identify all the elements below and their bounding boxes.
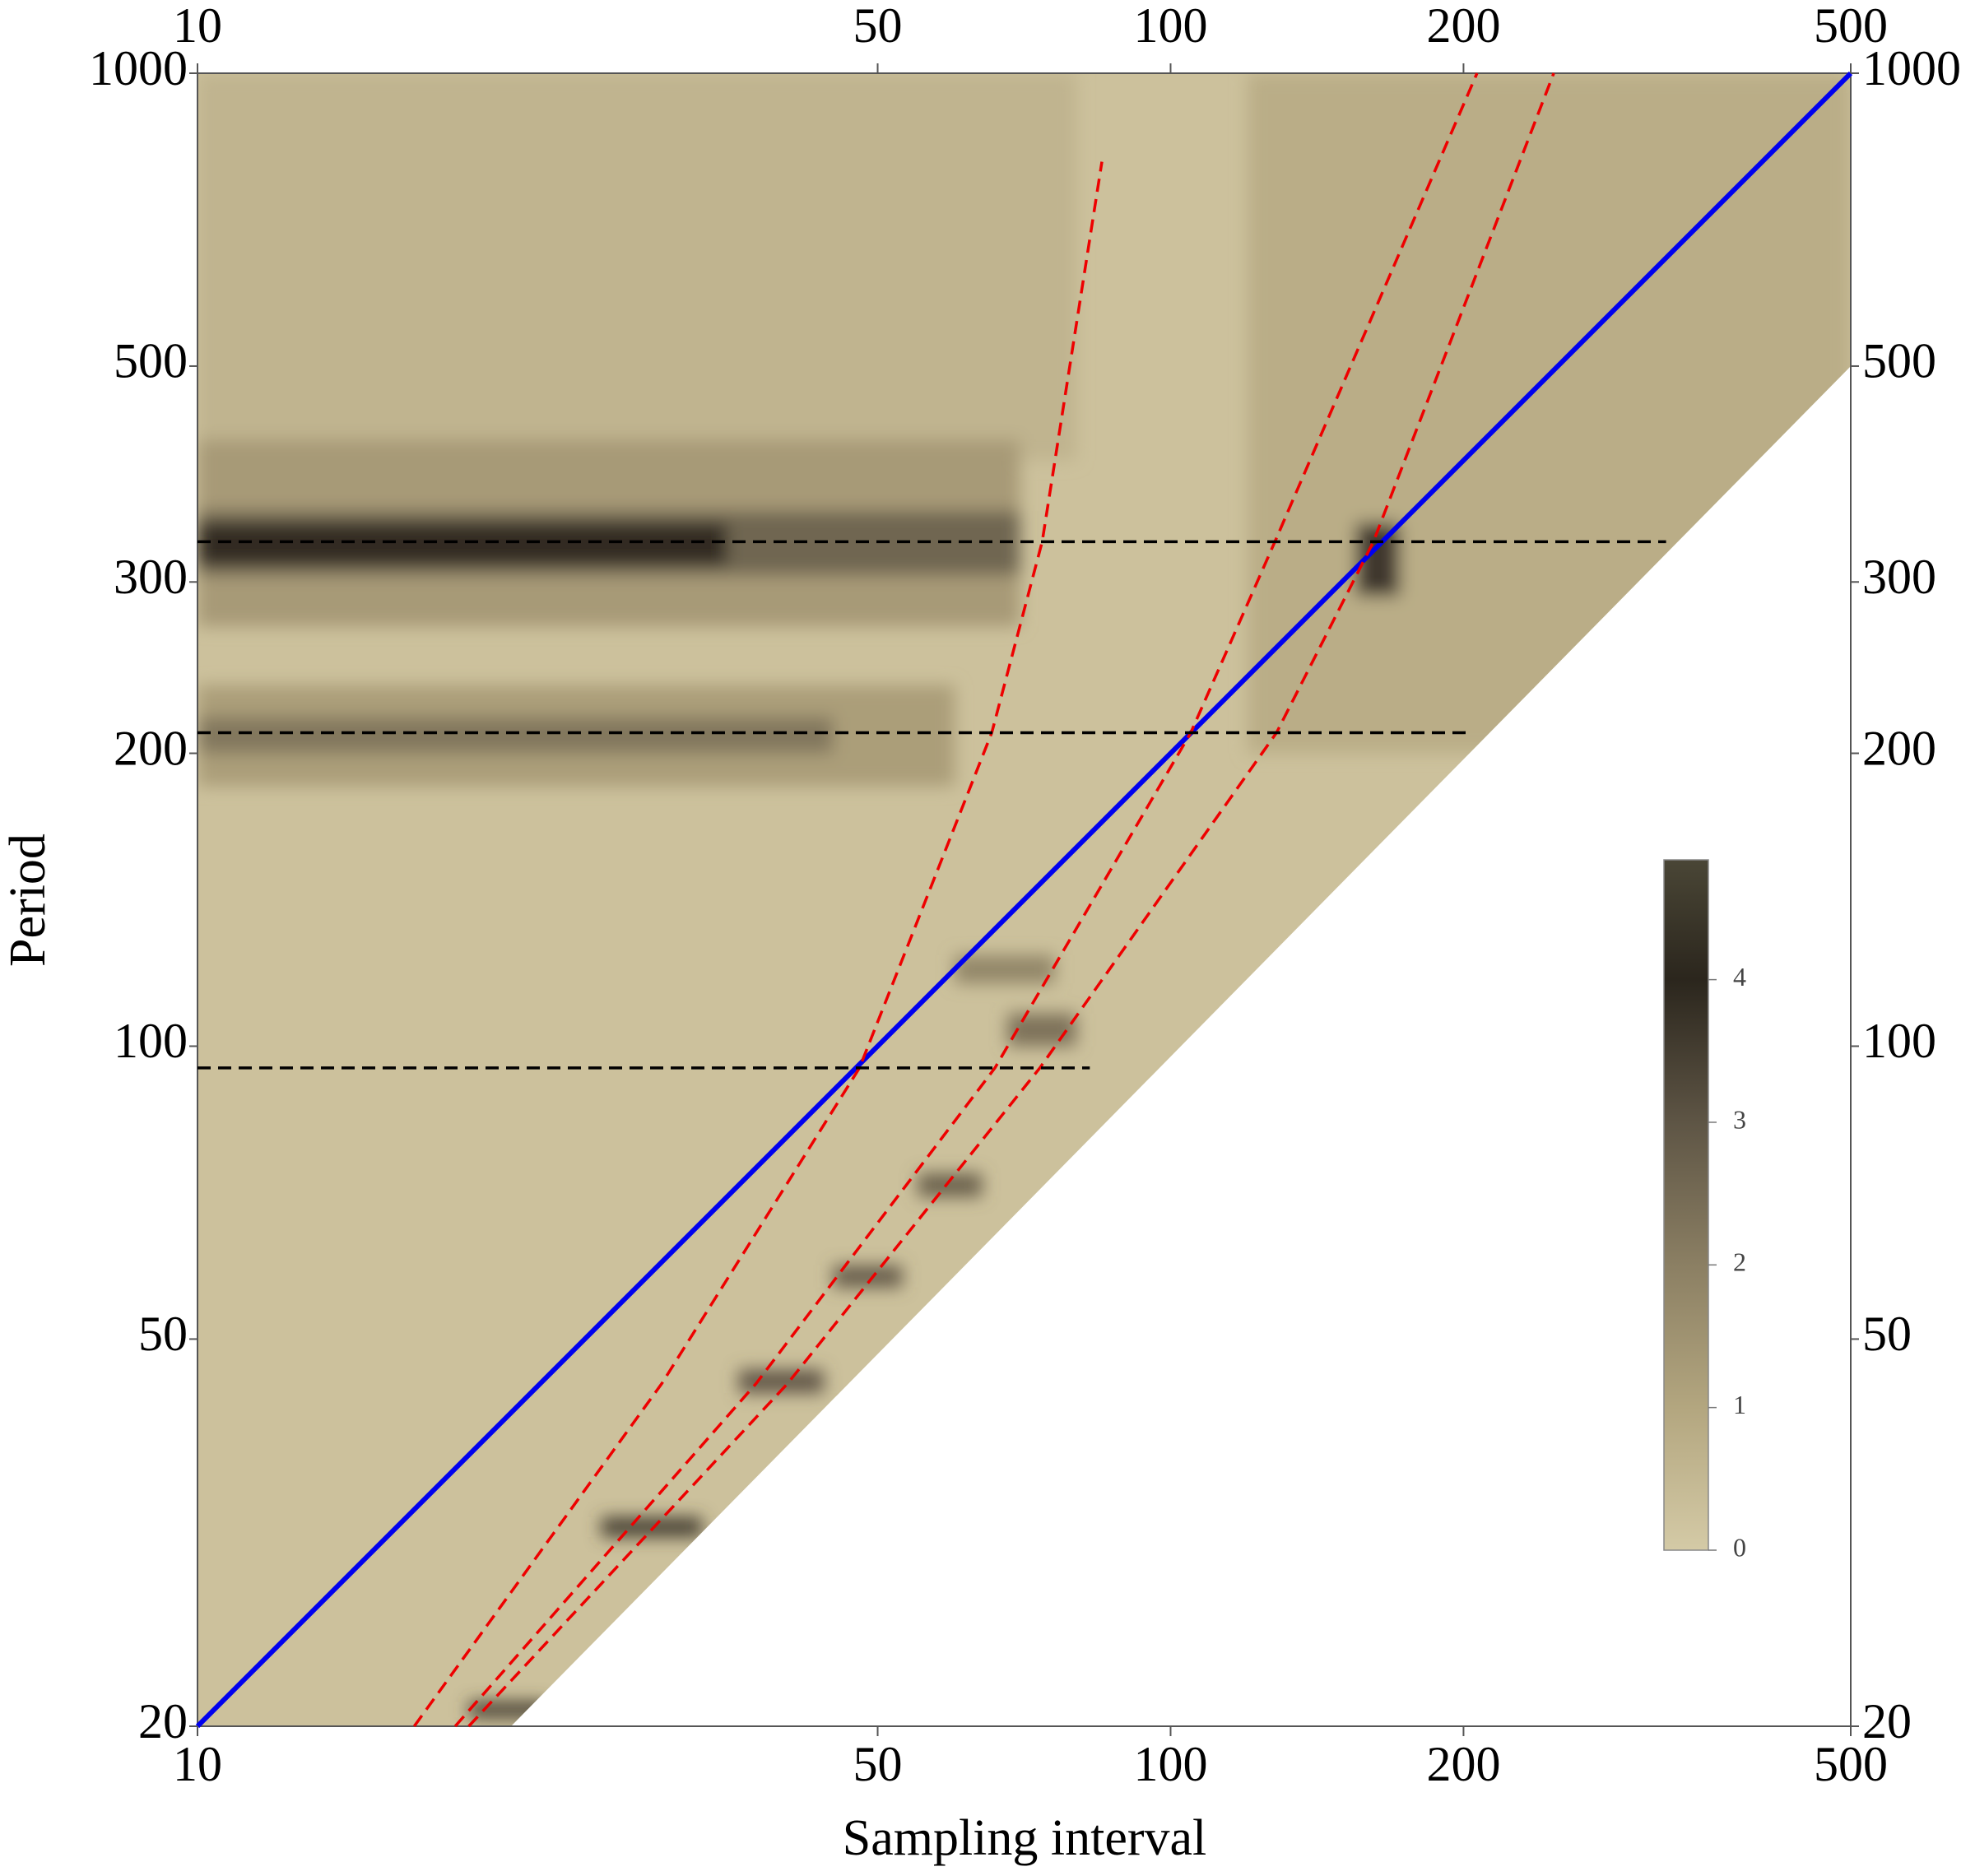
plot-frame (197, 72, 1852, 1727)
y-tick-label-right: 50 (1862, 1307, 1912, 1361)
y-tick-label-right: 1000 (1862, 41, 1961, 95)
dashed-line (412, 161, 1104, 1728)
dashed-line (467, 72, 1555, 1728)
y-tick-label-right: 300 (1862, 550, 1936, 604)
colorbar-tick-label: 1 (1733, 1390, 1746, 1419)
y-tick-label: 1000 (89, 41, 188, 95)
colorbar-tick-label: 3 (1733, 1104, 1746, 1134)
dashed-line (453, 72, 1479, 1728)
heatmap-cell (955, 955, 1055, 984)
heatmap-cell (833, 1265, 903, 1288)
heatmap-cell (198, 717, 834, 754)
y-tick-label-right: 500 (1862, 334, 1936, 388)
y-tick-label: 300 (114, 550, 188, 604)
x-axis-title: Sampling interval (843, 1810, 1207, 1866)
heatmap-cell (468, 1702, 550, 1718)
heatmap-cell (198, 73, 1076, 461)
line (195, 71, 1853, 1729)
colorbar-tick-label: 0 (1733, 1532, 1746, 1562)
y-tick-label: 100 (114, 1014, 188, 1068)
x-tick-label: 100 (1133, 1737, 1207, 1791)
colorbar (1663, 859, 1709, 1551)
colorbar-tick-label: 4 (1733, 962, 1746, 991)
heatmap-cell (198, 522, 727, 566)
y-tick-label: 200 (114, 721, 188, 775)
x-tick-label: 10 (173, 1737, 222, 1791)
y-tick-label-right: 200 (1862, 721, 1936, 775)
heatmap-cell (1007, 1013, 1076, 1047)
colorbar-tick-label: 2 (1733, 1247, 1746, 1277)
y-tick-label-right: 100 (1862, 1014, 1936, 1068)
heatmap-cell (1248, 73, 1851, 754)
y-tick-label: 500 (114, 334, 188, 388)
x-tick-label-top: 500 (1814, 0, 1888, 53)
y-tick-label: 50 (138, 1307, 188, 1361)
y-tick-label-right: 20 (1862, 1694, 1912, 1748)
x-tick-label-top: 10 (173, 0, 222, 53)
x-tick-label: 200 (1426, 1737, 1500, 1791)
x-tick-label-top: 50 (853, 0, 903, 53)
heatmap-cell (918, 1173, 983, 1197)
x-tick-label: 50 (853, 1737, 903, 1791)
heatmap-cell (601, 1516, 703, 1537)
x-tick-label: 500 (1814, 1737, 1888, 1791)
y-tick-label: 20 (138, 1694, 188, 1748)
x-tick-label-top: 100 (1133, 0, 1207, 53)
y-axis-title: Period (0, 834, 56, 967)
x-tick-label-top: 200 (1426, 0, 1500, 53)
